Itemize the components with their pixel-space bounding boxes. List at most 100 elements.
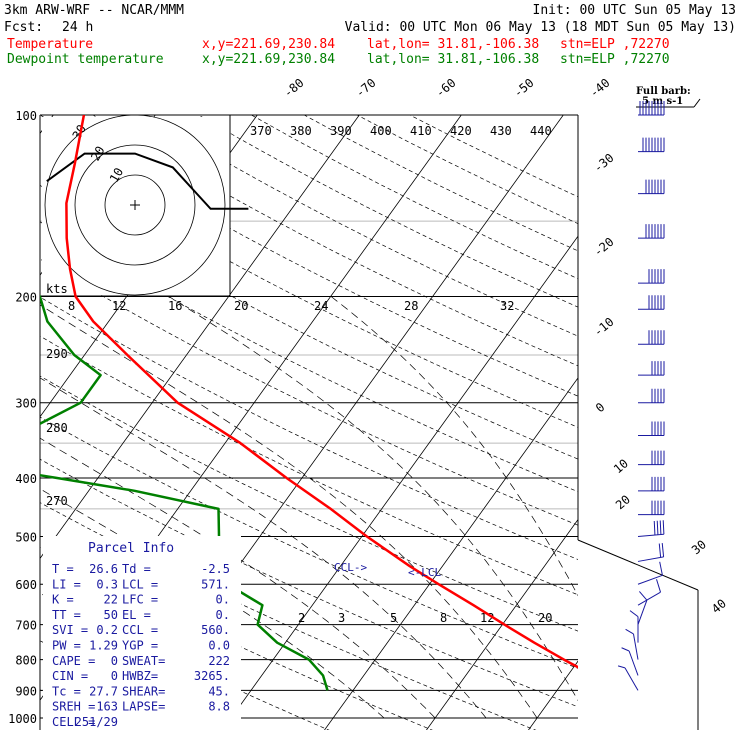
mixing-ratio-label: 20 <box>538 611 552 625</box>
wind-barb <box>621 647 639 676</box>
wind-barb-feather <box>656 579 661 593</box>
parcel-info-cell: 0.3 <box>96 577 118 591</box>
barb-legend-flag <box>693 98 701 108</box>
parcel-info-cell: 560. <box>201 623 230 637</box>
parcel-info-cell: 27.7 <box>89 684 118 698</box>
wind-barb-feather <box>625 628 634 635</box>
wind-barb <box>638 421 665 436</box>
wind-barb <box>629 610 639 643</box>
wind-barb <box>637 542 665 562</box>
parcel-info-cell: 0. <box>216 608 230 622</box>
isotherm-label: -80 <box>281 76 307 101</box>
moist-adiabat-line <box>40 377 487 719</box>
parcel-info-cell: CIN = <box>52 669 88 683</box>
isotherm-line <box>40 115 360 560</box>
wind-barb-feather <box>638 591 648 601</box>
parcel-info-cell: SWEAT= <box>122 654 165 668</box>
parcel-info-cell: -2.5 <box>201 562 230 576</box>
parcel-info-cell: YGP = <box>122 639 158 653</box>
dry-adiabat-line <box>40 184 578 460</box>
pressure-tick-label: 200 <box>15 291 37 305</box>
mixing-ratio-label: 8 <box>68 299 75 313</box>
isotherm-line <box>732 115 740 731</box>
wind-barb <box>638 179 665 195</box>
wind-barb <box>638 476 665 492</box>
parcel-info-cell: 0 <box>111 654 118 668</box>
dry-adiabat-line <box>40 115 578 397</box>
theta-label: 390 <box>330 124 352 138</box>
isotherm-label: -20 <box>591 235 617 260</box>
hodograph-ring-label: 10 <box>107 165 126 185</box>
mixing-ratio-label: 16 <box>168 299 182 313</box>
mixing-ratio-label: 28 <box>404 299 418 313</box>
parcel-info-cell: 3265. <box>194 669 230 683</box>
wind-barb <box>638 269 665 284</box>
isotherm-label: -10 <box>591 315 617 340</box>
wind-barb <box>617 665 639 691</box>
parcel-info-cell: LCL = <box>122 577 158 591</box>
parcel-info-cell: LAPSE= <box>122 700 165 714</box>
parcel-info-cell: 0.0 <box>208 639 230 653</box>
isotherm-label: 0 <box>593 400 608 415</box>
legend-dewpoint-station: stn=ELP ,72270 <box>560 52 670 67</box>
parcel-info-cell: CELL = <box>52 715 95 729</box>
lcl-annotation: <-LCL <box>408 566 441 579</box>
isotherm-label: -60 <box>433 76 459 101</box>
forecast-label: Fcst: <box>4 20 43 35</box>
wind-barb-feather <box>659 561 663 576</box>
parcel-info-cell: 0. <box>216 593 230 607</box>
moist-adiabat-line <box>40 437 436 719</box>
legend-temperature-name: Temperature <box>7 37 93 52</box>
parcel-info-box <box>43 536 241 730</box>
barb-legend-title: Full barb: <box>636 86 691 97</box>
hodograph-ring-label: 30 <box>70 122 89 142</box>
isotherm-label: 30 <box>689 537 709 557</box>
wind-barb-feather <box>653 521 656 536</box>
legend-dewpoint-name: Dewpoint temperature <box>7 52 164 67</box>
mixing-ratio-label: 5 <box>390 611 397 625</box>
parcel-info-cell: K = <box>52 593 74 607</box>
hodograph-units: kts <box>46 282 68 296</box>
wind-barb-feather <box>621 647 630 652</box>
theta-label: 380 <box>290 124 312 138</box>
mixing-ratio-label: 8 <box>440 611 447 625</box>
parcel-info-cell: T = <box>52 562 74 576</box>
forecast-hours: 24 h <box>62 20 93 35</box>
pressure-tick-label: 800 <box>15 654 37 668</box>
moist-adiabat-line <box>40 304 538 719</box>
theta-label: 430 <box>490 124 512 138</box>
profiles <box>40 115 578 691</box>
wind-barb <box>637 561 663 585</box>
pressure-tick-label: 400 <box>15 472 37 486</box>
valid-time: Valid: 00 UTC Mon 06 May 13 (18 MDT Sun … <box>345 20 736 35</box>
parcel-info-cell: 222 <box>208 654 230 668</box>
wind-barb-feather <box>629 610 639 618</box>
pressure-tick-label: 600 <box>15 578 37 592</box>
wind-barb-feather <box>658 543 662 558</box>
parcel-info-cell: CCL = <box>122 623 158 637</box>
pressure-tick-label: 700 <box>15 619 37 633</box>
mixing-ratio-label: 20 <box>234 299 248 313</box>
theta-label: 290 <box>46 347 68 361</box>
wind-barb <box>625 628 639 660</box>
dry-adiabat-line <box>198 115 578 308</box>
isotherm-label: 20 <box>613 492 633 512</box>
wind-barb <box>638 388 665 404</box>
isotherm-label: -70 <box>353 76 379 101</box>
barb-legend-value: 5 m s-1 <box>642 96 683 107</box>
parcel-info-cell: 50 <box>104 608 118 622</box>
wind-barb-staff <box>628 650 639 676</box>
parcel-info-table: T = 26.6 Td = -2.5 LI = 0.3 LCL = 571. K = 22 LFC … <box>52 562 230 729</box>
legend-temperature-latlon: lat,lon= 31.81,-106.38 <box>367 37 539 52</box>
pressure-tick-label: 100 <box>15 109 37 123</box>
wind-barb-staff <box>632 633 639 660</box>
theta-label: 280 <box>46 421 68 435</box>
parcel-info-cell: 26.6 <box>89 562 118 576</box>
wind-barb-feather <box>617 665 626 669</box>
wind-barb <box>638 295 665 310</box>
parcel-info-cell: 8.8 <box>208 700 230 714</box>
parcel-info-cell: 22 <box>104 593 118 607</box>
legend-dewpoint-xy: x,y=221.69,230.84 <box>202 52 335 67</box>
isotherm-label: -50 <box>511 76 537 101</box>
parcel-info-cell: 571. <box>201 577 230 591</box>
